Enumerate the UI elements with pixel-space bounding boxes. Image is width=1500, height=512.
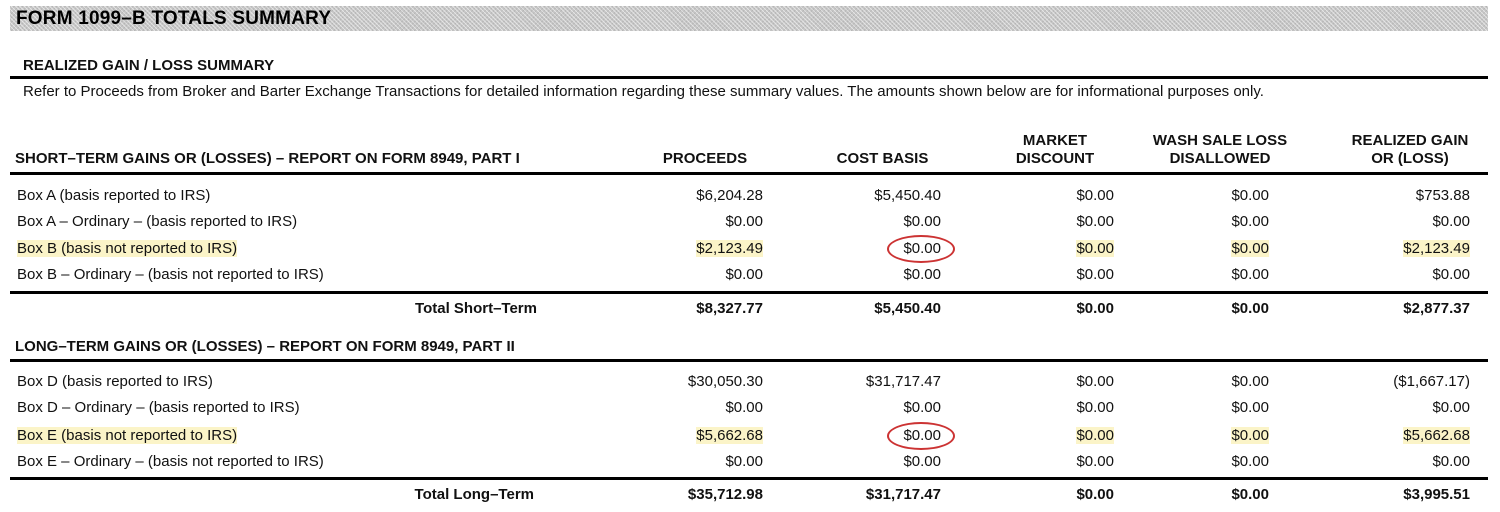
total-short-term-wash-sale: $0.00 — [1231, 300, 1269, 317]
cell-cost-basis: $31,717.47 — [865, 373, 941, 390]
total-long-term-wash-sale: $0.00 — [1231, 486, 1269, 503]
cell-wash-sale: $0.00 — [1231, 187, 1269, 204]
cell-wash-sale: $0.00 — [1231, 266, 1269, 283]
cell-market-discount: $0.00 — [1076, 266, 1114, 283]
long-term-total-divider — [10, 477, 1488, 480]
cell-cost-basis: $5,450.40 — [874, 187, 941, 204]
row-label: Box A – Ordinary – (basis reported to IR… — [17, 213, 298, 230]
cell-realized-gain: $0.00 — [1432, 266, 1470, 283]
cell-realized-gain-highlighted: $2,123.49 — [1403, 240, 1470, 257]
col-market-discount-header: MARKET DISCOUNT — [990, 132, 1120, 168]
header-divider — [10, 172, 1488, 175]
col-market-discount-line2: DISCOUNT — [1015, 150, 1095, 167]
total-long-term-cost-basis: $31,717.47 — [865, 486, 941, 503]
cell-wash-sale: $0.00 — [1231, 453, 1269, 470]
cell-market-discount: $0.00 — [1076, 399, 1114, 416]
short-term-heading: SHORT–TERM GAINS OR (LOSSES) – REPORT ON… — [15, 150, 520, 167]
title-bar — [10, 6, 1488, 31]
total-long-term-proceeds: $35,712.98 — [687, 486, 763, 503]
row-label: Box D (basis reported to IRS) — [17, 373, 213, 390]
row-label: Box B – Ordinary – (basis not reported t… — [17, 266, 324, 283]
cell-proceeds: $0.00 — [725, 399, 763, 416]
row-label: Box E – Ordinary – (basis not reported t… — [17, 453, 324, 470]
cell-cost-basis: $0.00 — [903, 453, 941, 470]
col-wash-sale-header: WASH SALE LOSS DISALLOWED — [1130, 132, 1310, 168]
cell-realized-gain: ($1,667.17) — [1393, 373, 1470, 390]
cell-wash-sale-highlighted: $0.00 — [1231, 427, 1269, 444]
row-label: Box D – Ordinary – (basis reported to IR… — [17, 399, 300, 416]
cell-market-discount: $0.00 — [1076, 187, 1114, 204]
cell-realized-gain: $0.00 — [1432, 213, 1470, 230]
cell-realized-gain: $0.00 — [1432, 453, 1470, 470]
cell-cost-basis: $0.00 — [903, 266, 941, 283]
col-realized-gain-line1: REALIZED GAIN — [1351, 132, 1469, 149]
cell-realized-gain-highlighted: $5,662.68 — [1403, 427, 1470, 444]
cell-market-discount-highlighted: $0.00 — [1076, 240, 1114, 257]
cell-proceeds-highlighted: $2,123.49 — [696, 240, 763, 257]
cell-cost-basis: $0.00 — [903, 213, 941, 230]
cell-proceeds: $6,204.28 — [696, 187, 763, 204]
cell-wash-sale-highlighted: $0.00 — [1231, 240, 1269, 257]
total-short-term-realized-gain: $2,877.37 — [1403, 300, 1470, 317]
total-long-term-market-discount: $0.00 — [1076, 486, 1114, 503]
cell-proceeds-highlighted: $5,662.68 — [696, 427, 763, 444]
col-wash-sale-line1: WASH SALE LOSS — [1152, 132, 1288, 149]
cell-market-discount: $0.00 — [1076, 453, 1114, 470]
cell-market-discount: $0.00 — [1076, 373, 1114, 390]
section-title: REALIZED GAIN / LOSS SUMMARY — [23, 57, 275, 74]
total-short-term-label: Total Short–Term — [415, 300, 537, 317]
col-proceeds-header: PROCEEDS — [662, 150, 748, 167]
cell-proceeds: $30,050.30 — [687, 373, 763, 390]
informational-note: Refer to Proceeds from Broker and Barter… — [23, 83, 1264, 100]
col-cost-basis-header: COST BASIS — [836, 150, 929, 167]
short-term-total-divider — [10, 291, 1488, 294]
cell-cost-basis: $0.00 — [903, 399, 941, 416]
row-label-highlighted: Box B (basis not reported to IRS) — [17, 240, 238, 257]
total-short-term-proceeds: $8,327.77 — [696, 300, 763, 317]
cell-proceeds: $0.00 — [725, 453, 763, 470]
cell-wash-sale: $0.00 — [1231, 373, 1269, 390]
col-realized-gain-header: REALIZED GAIN OR (LOSS) — [1325, 132, 1495, 168]
section-divider — [10, 76, 1488, 79]
cell-wash-sale: $0.00 — [1231, 399, 1269, 416]
total-long-term-label: Total Long–Term — [414, 486, 534, 503]
cell-realized-gain: $753.88 — [1415, 187, 1470, 204]
col-wash-sale-line2: DISALLOWED — [1169, 150, 1271, 167]
cell-realized-gain: $0.00 — [1432, 399, 1470, 416]
row-label-highlighted: Box E (basis not reported to IRS) — [17, 427, 238, 444]
col-realized-gain-line2: OR (LOSS) — [1371, 150, 1449, 167]
long-term-heading: LONG–TERM GAINS OR (LOSSES) – REPORT ON … — [15, 338, 515, 355]
row-label: Box A (basis reported to IRS) — [17, 187, 211, 204]
cell-market-discount-highlighted: $0.00 — [1076, 427, 1114, 444]
col-market-discount-line1: MARKET — [1022, 132, 1088, 149]
total-short-term-cost-basis: $5,450.40 — [874, 300, 941, 317]
cell-wash-sale: $0.00 — [1231, 213, 1269, 230]
form-title: FORM 1099–B TOTALS SUMMARY — [16, 8, 332, 29]
red-circle-annotation — [887, 422, 955, 450]
total-long-term-realized-gain: $3,995.51 — [1403, 486, 1470, 503]
cell-market-discount: $0.00 — [1076, 213, 1114, 230]
cell-proceeds: $0.00 — [725, 213, 763, 230]
long-term-divider — [10, 359, 1488, 362]
red-circle-annotation — [887, 235, 955, 263]
total-short-term-market-discount: $0.00 — [1076, 300, 1114, 317]
cell-proceeds: $0.00 — [725, 266, 763, 283]
